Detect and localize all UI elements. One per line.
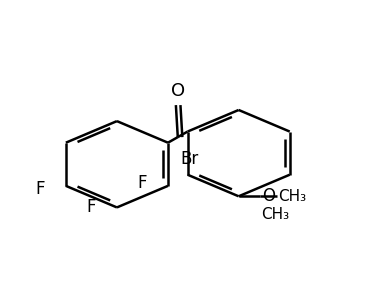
Text: F: F (86, 199, 96, 216)
Text: O: O (262, 187, 276, 205)
Text: Br: Br (180, 150, 199, 168)
Text: CH₃: CH₃ (279, 189, 307, 204)
Text: CH₃: CH₃ (261, 207, 290, 222)
Text: O: O (171, 82, 185, 100)
Text: F: F (36, 180, 45, 198)
Text: F: F (137, 174, 147, 192)
